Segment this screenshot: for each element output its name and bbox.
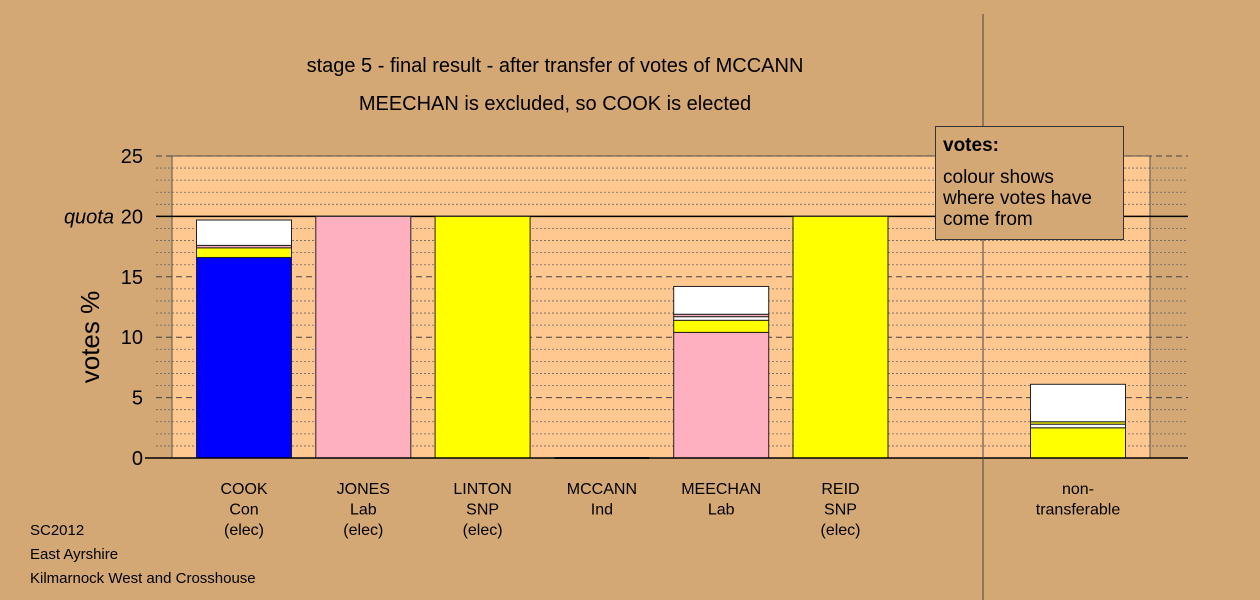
- y-tick-label: 15: [121, 267, 143, 289]
- legend-text: colour shows where votes have come from: [943, 167, 1092, 230]
- x-tick-label: Lab: [708, 502, 735, 519]
- bar-jones-segment: [315, 215, 412, 459]
- x-tick-label: LINTON: [453, 481, 511, 498]
- x-tick-label: REID: [821, 481, 859, 498]
- bar-reid-segment: [792, 215, 889, 459]
- bar-cook-segment: [196, 256, 292, 459]
- bar-meechan-segment: [673, 331, 770, 459]
- x-tick-label: Con: [229, 502, 258, 519]
- bar-cook-segment: [196, 219, 292, 246]
- y-tick-label: 5: [132, 388, 143, 410]
- x-tick-label: JONES: [337, 481, 390, 498]
- x-tick-label: (elec): [343, 522, 383, 539]
- bar-meechan-segment: [673, 316, 770, 321]
- footer-election: SC2012: [30, 522, 85, 539]
- x-tick-label: COOK: [220, 481, 267, 498]
- chart-subtitle: MEECHAN is excluded, so COOK is elected: [358, 93, 752, 115]
- bar-nontransferable-segment: [1030, 427, 1126, 459]
- x-tick-label: SNP: [824, 502, 857, 519]
- quota-label: quota: [64, 206, 114, 228]
- x-tick-label: Lab: [350, 502, 377, 519]
- legend-box: votes: colour shows where votes have com…: [935, 126, 1124, 240]
- x-tick-label: MEECHAN: [681, 481, 761, 498]
- x-tick-label: (elec): [463, 522, 503, 539]
- y-tick-label: 10: [121, 327, 143, 349]
- y-axis-label: votes %: [75, 291, 105, 384]
- bar-nontransferable-segment: [1030, 423, 1126, 429]
- bar-meechan-segment: [673, 285, 770, 315]
- x-tick-label: non-: [1062, 481, 1094, 498]
- bar-cook-segment: [196, 247, 292, 258]
- x-tick-label: SNP: [466, 502, 499, 519]
- x-tick-label: (elec): [820, 522, 860, 539]
- legend-title: votes:: [943, 135, 999, 156]
- footer-ward: Kilmarnock West and Crosshouse: [30, 570, 256, 587]
- x-tick-label: Ind: [591, 502, 613, 519]
- bar-linton-segment: [434, 215, 531, 459]
- y-tick-label: 0: [132, 448, 143, 470]
- bar-nontransferable-segment: [1030, 383, 1126, 423]
- footer-council: East Ayrshire: [30, 546, 119, 563]
- bar-meechan-segment: [673, 319, 770, 333]
- chart-title: stage 5 - final result - after transfer …: [306, 55, 804, 77]
- x-tick-label: transferable: [1036, 502, 1121, 519]
- x-tick-label: (elec): [224, 522, 264, 539]
- y-tick-label: 20: [121, 206, 143, 228]
- y-tick-label: 25: [121, 146, 143, 168]
- x-tick-label: MCCANN: [567, 481, 637, 498]
